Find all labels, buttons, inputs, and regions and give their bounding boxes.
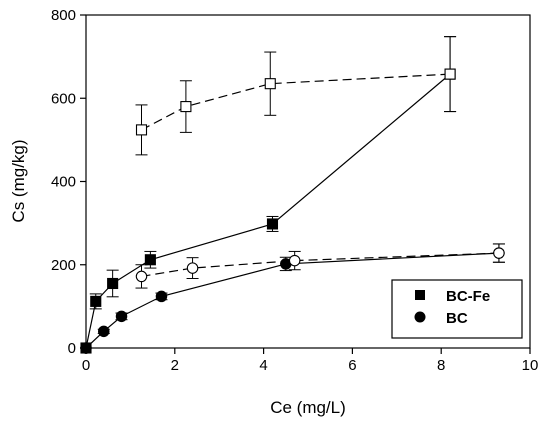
legend-label-bc-fe: BC-Fe [446,288,490,305]
series-2 [135,36,457,156]
data-point [90,295,102,307]
data-point [444,68,456,80]
data-point [493,247,505,259]
x-axis-title: Ce (mg/L) [270,398,346,417]
x-tick-label-8: 8 [437,357,445,374]
y-tick-label-200: 200 [51,257,76,274]
x-tick-label-10: 10 [522,357,539,374]
legend-label-bc: BC [446,310,468,327]
y-tick-label-0: 0 [68,340,76,357]
y-tick-label-800: 800 [51,7,76,24]
data-point [155,290,168,303]
data-point [144,254,156,266]
data-point [115,310,128,323]
y-tick-label-600: 600 [51,90,76,107]
y-tick-label-400: 400 [51,174,76,191]
legend-marker-bc [414,311,426,323]
data-point [107,277,119,290]
data-point [98,325,110,338]
x-tick-label-4: 4 [259,357,267,374]
data-point [80,342,92,354]
x-tick-label-6: 6 [348,357,356,374]
data-point [135,270,148,283]
x-tick-label-0: 0 [82,357,90,374]
series-line [141,73,451,131]
data-series [80,36,505,354]
axis-ticks: 0 2 4 6 8 10 0 200 400 600 800 [51,7,538,374]
data-point [135,124,148,136]
legend-marker-bc-fe [415,290,425,300]
data-point [264,78,276,90]
data-point [186,262,199,274]
data-point [180,101,192,113]
data-point [266,218,279,230]
x-tick-label-2: 2 [171,357,179,374]
series-line [141,252,499,277]
series-3 [135,243,505,289]
legend: BC-Fe BC [391,279,523,339]
data-point [288,254,301,267]
legend-box [391,279,523,339]
y-axis-title: Cs (mg/kg) [9,139,28,222]
